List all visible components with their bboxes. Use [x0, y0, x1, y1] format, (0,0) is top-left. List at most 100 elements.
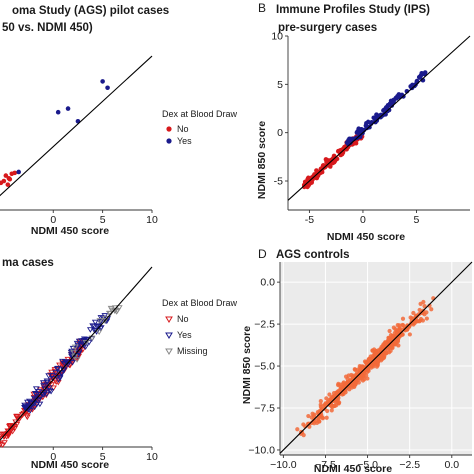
panel-c-point-yes — [46, 388, 54, 394]
panel-d-point-control — [360, 373, 365, 378]
panel-c-point-yes — [91, 319, 99, 326]
panel-c-point-yes — [82, 344, 89, 351]
panel-a-point-no — [3, 173, 9, 178]
panel-a-title-line-2: 50 vs. NDMI 450) — [2, 22, 93, 34]
panel-c-point-yes — [24, 399, 31, 406]
panel-c-legend-title: Dex at Blood Draw — [162, 298, 238, 308]
panel-b-title-line-2: pre-surgery cases — [278, 22, 377, 34]
panel-c-legend-label-missing: Missing — [177, 346, 208, 356]
panel-d-point-control — [334, 390, 339, 396]
panel-c-point-missing — [73, 357, 81, 363]
panel-d-point-control — [309, 415, 314, 420]
panel-d-point-control — [368, 363, 374, 368]
panel-a-x-tick-label: 10 — [146, 214, 158, 226]
panel-a-point-yes — [105, 85, 110, 91]
panel-d-point-control — [384, 351, 389, 356]
panel-c-point-missing — [70, 349, 77, 356]
panel-b-point-no — [324, 159, 329, 165]
panel-d-y-tick-label: −5.0 — [254, 361, 275, 373]
panel-c-point-no — [50, 385, 57, 391]
panel-b-point-yes — [395, 93, 400, 99]
panel-b-identity-line — [287, 35, 471, 201]
panel-c-x-tick-label: 5 — [100, 451, 106, 463]
panel-a-legend-label-yes: Yes — [177, 136, 192, 146]
panel-d-point-control — [380, 343, 385, 349]
panel-c-point-missing — [107, 305, 115, 312]
panel-d-point-control — [341, 386, 346, 392]
panel-c-point-yes — [47, 388, 55, 395]
panel-c-point-yes — [97, 315, 105, 321]
panel-c-legend-label-no: No — [177, 314, 189, 324]
panel-c-point-missing — [71, 344, 79, 351]
panel-c-point-yes — [90, 323, 98, 330]
panel-c-point-no — [54, 379, 62, 386]
panel-c-point-yes — [32, 386, 40, 392]
panel-d-point-control — [317, 419, 322, 424]
panel-c-point-yes — [33, 401, 41, 408]
panel-c-point-missing — [82, 339, 90, 346]
panel-a-point-no — [12, 170, 18, 176]
panel-d-point-control — [365, 376, 370, 381]
panel-b-title-line-1: Immune Profiles Study (IPS) — [276, 4, 430, 16]
panel-c-legend-label-yes: Yes — [177, 330, 192, 340]
panel-a-legend: No Yes — [166, 124, 192, 146]
panel-d-x-tick-label: −2.5 — [399, 459, 420, 471]
panel-d-y-tick-label: −7.5 — [254, 403, 275, 415]
panel-c-point-yes — [39, 380, 47, 386]
panel-c-point-no — [11, 426, 18, 432]
panel-c-point-yes — [43, 379, 51, 386]
panel-d-point-control — [375, 359, 381, 365]
panel-a-x-tick-label: 0 — [50, 214, 56, 226]
panel-a-point-no — [0, 180, 4, 186]
panel-b-point-yes — [418, 73, 424, 78]
panel-d-point-control — [329, 408, 334, 413]
panel-b-point-yes — [390, 99, 396, 105]
panel-a-point-yes — [16, 169, 21, 175]
panel-c-point-missing — [95, 329, 103, 335]
panel-c-point-yes — [58, 371, 66, 377]
panel-c-x-tick-label: 10 — [146, 451, 158, 463]
panel-c-point-yes — [35, 389, 43, 395]
panel-d-point-control — [295, 427, 300, 432]
panel-d-x-tick-label: −7.5 — [315, 459, 336, 471]
panel-c-point-yes — [31, 404, 39, 411]
panel-c-point-yes — [43, 378, 51, 385]
panel-d-point-control — [375, 363, 380, 368]
panel-c-point-missing — [113, 309, 121, 315]
panel-a-legend-label-no: No — [177, 124, 189, 134]
panel-d-x-tick-label: −5.0 — [357, 459, 378, 471]
panel-d-point-control — [318, 404, 323, 409]
panel-a-x-tick-label: 5 — [100, 214, 106, 226]
panel-d: D AGS controls NDMI 450 score NDMI 850 s… — [241, 247, 392, 474]
panel-c-identity-line — [0, 266, 153, 441]
panel-d-point-control — [392, 330, 397, 336]
panel-c-point-no — [0, 442, 7, 448]
panel-c-point-no — [8, 423, 16, 429]
panel-b-point-yes — [389, 103, 395, 108]
panel-d-point-control — [400, 316, 406, 321]
panel-d-point-control — [407, 332, 412, 337]
panel-d-point-control — [422, 312, 427, 317]
panel-d-point-control — [388, 333, 394, 338]
panel-d-point-control — [421, 299, 426, 305]
panel-d-point-control — [396, 343, 401, 348]
panel-c-legend-marker-yes — [165, 332, 173, 339]
panel-d-point-control — [411, 310, 416, 316]
panel-d-point-control — [400, 322, 405, 328]
panel-c-legend-marker-missing — [165, 348, 173, 355]
panel-c-point-yes — [69, 360, 76, 366]
panel-c-point-yes — [45, 373, 53, 379]
panel-d-point-control — [353, 379, 358, 384]
panel-d-point-control — [319, 413, 324, 418]
panel-c-point-yes — [93, 323, 101, 329]
panel-c-point-yes — [68, 348, 76, 355]
panel-c-point-yes — [41, 386, 49, 392]
panel-d-point-control — [335, 382, 341, 388]
panel-b-point-no — [309, 177, 315, 183]
panel-c-point-yes — [40, 392, 48, 398]
panel-b-point-yes — [356, 126, 361, 132]
panel-d-y-axis-label: NDMI 850 score — [241, 326, 253, 404]
panel-c-x-tick-label: 0 — [50, 451, 56, 463]
panel-b: B Immune Profiles Study (IPS) pre-surger… — [256, 1, 430, 243]
